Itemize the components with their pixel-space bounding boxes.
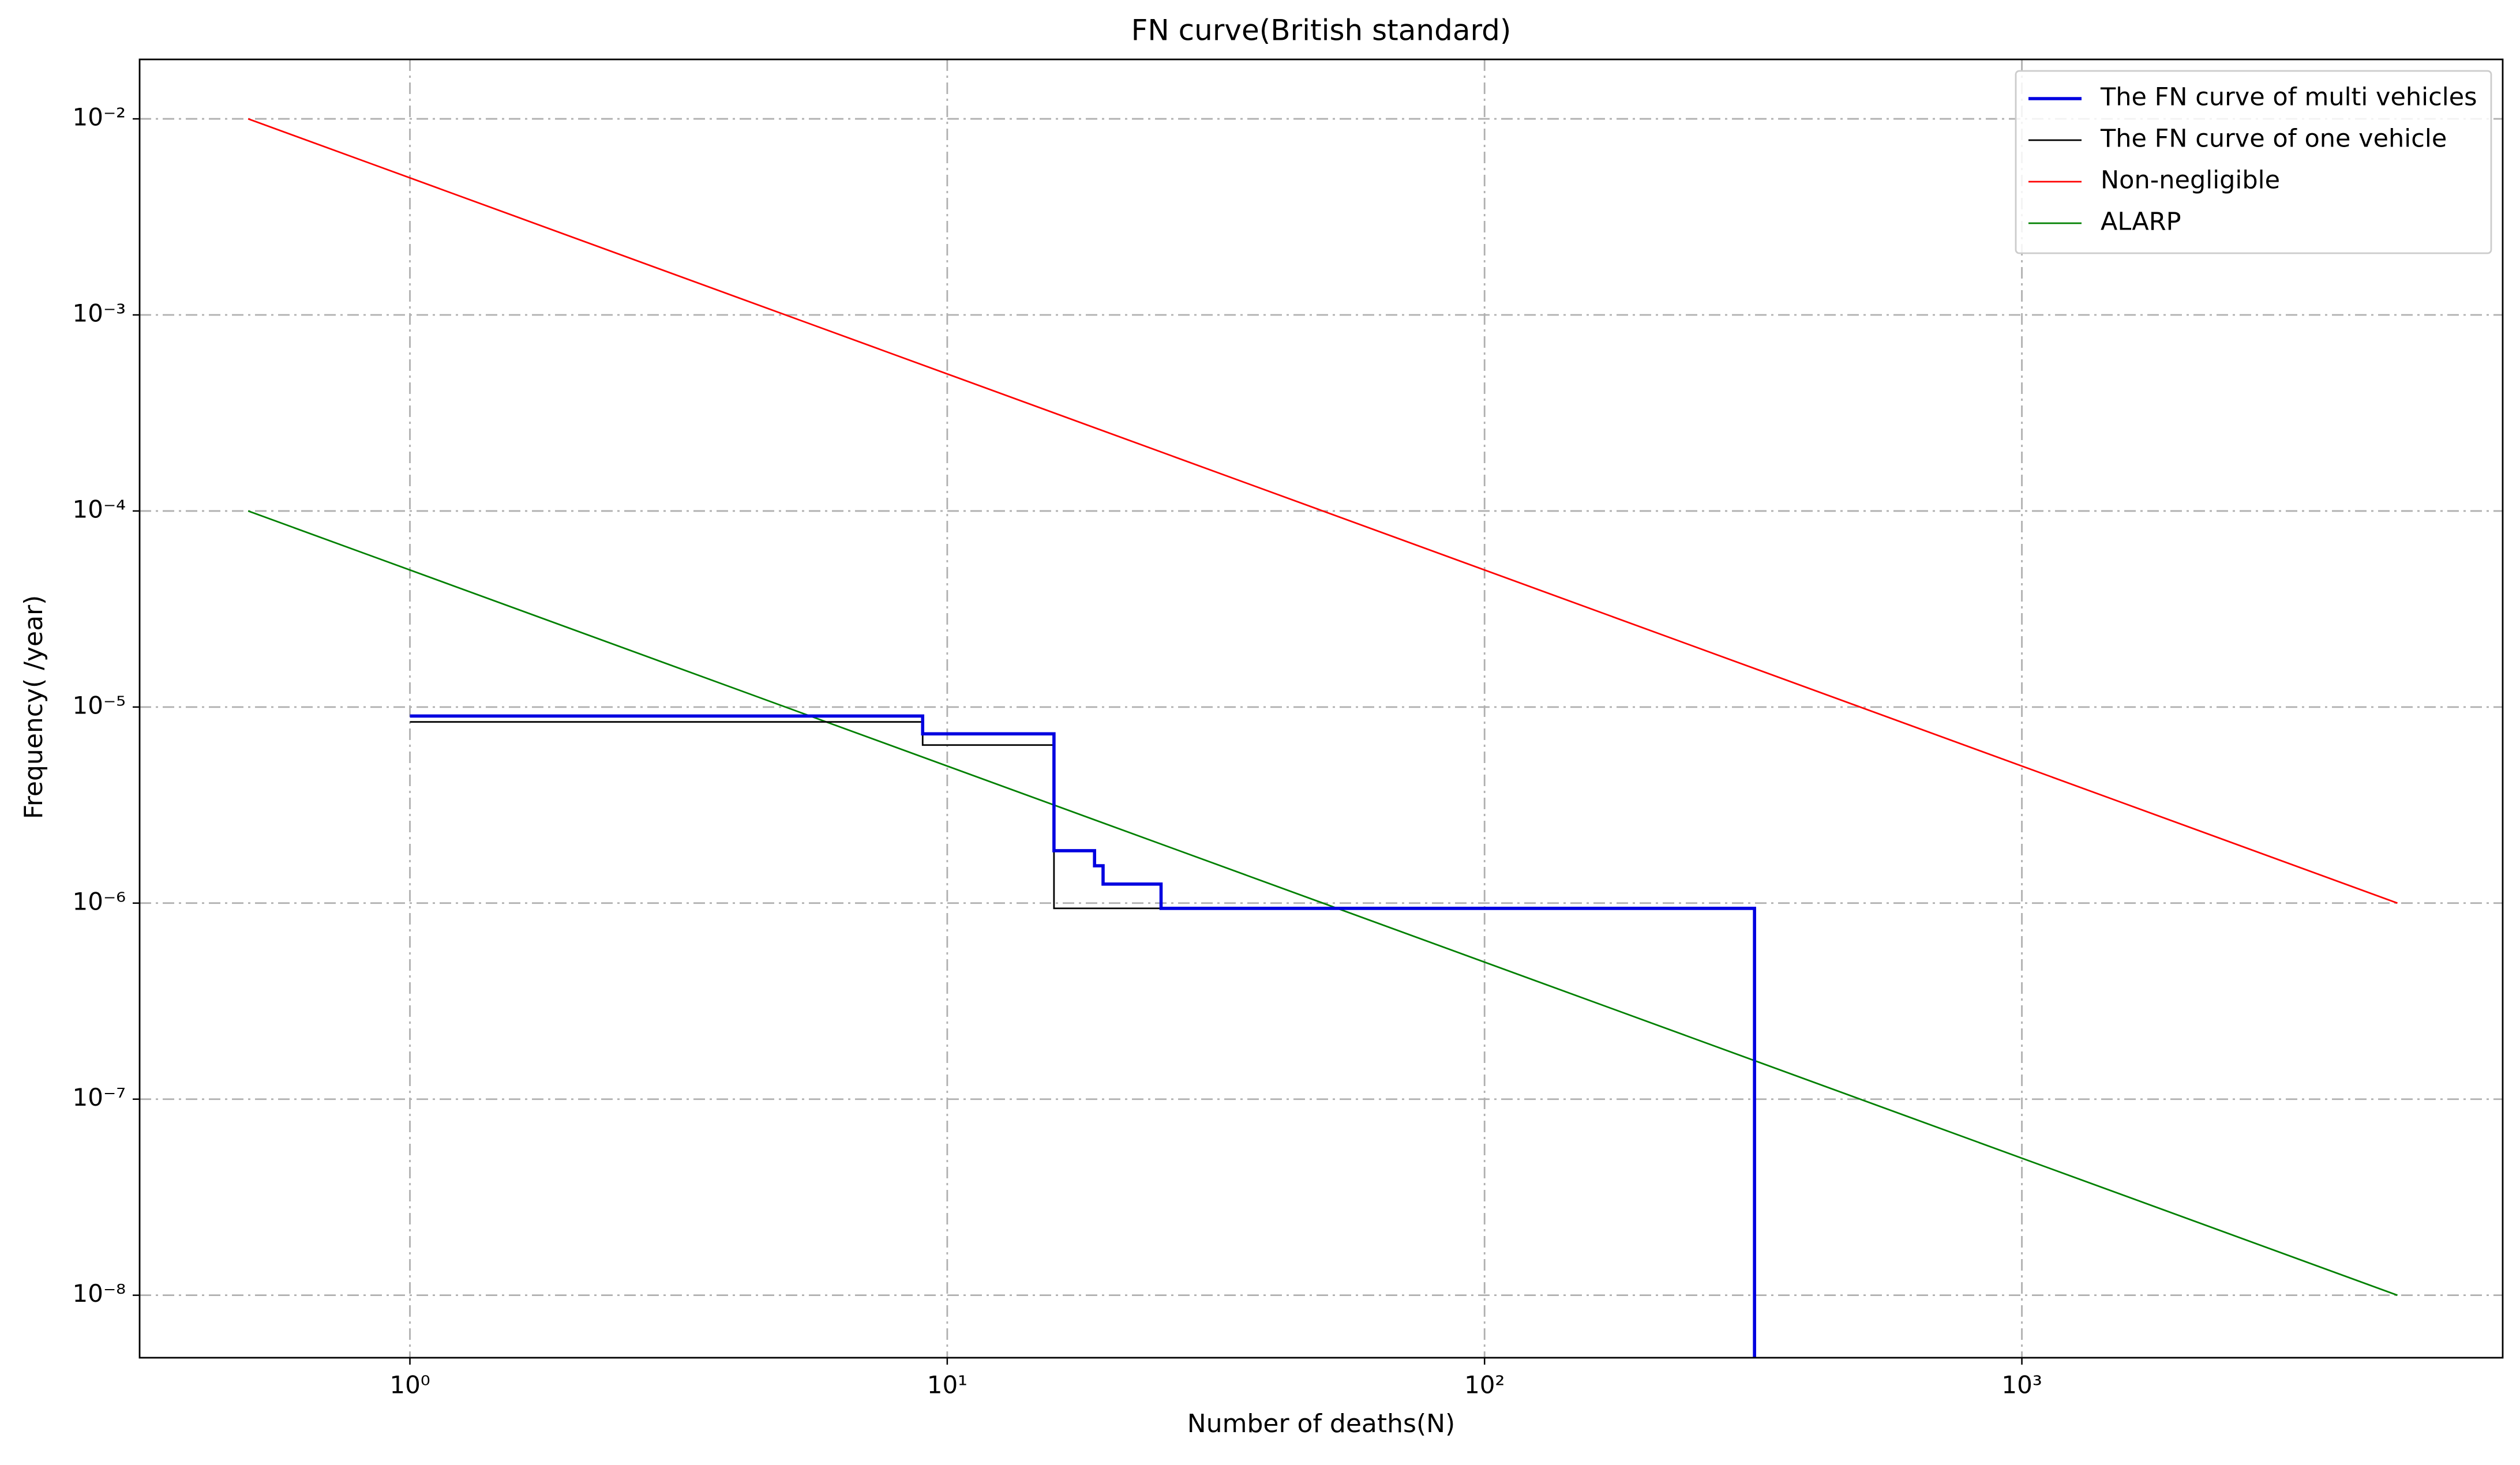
ticks: 10⁰ 10¹ 10² 10³ 10⁻⁸ 10⁻⁷ 10⁻⁶ 10⁻⁵ 10⁻⁴ 10⁻³ 10⁻² xyxy=(73,103,2042,1399)
data-line xyxy=(247,510,2398,1296)
data-line xyxy=(410,721,1756,1358)
data-line xyxy=(247,118,2398,904)
y-tick-label: 10⁻³ xyxy=(73,299,126,327)
legend-label: ALARP xyxy=(2101,208,2181,236)
chart-title: FN curve(British standard) xyxy=(1131,14,1512,47)
x-tick-label: 10² xyxy=(1464,1371,1505,1399)
x-tick-label: 10³ xyxy=(2001,1371,2042,1399)
legend-label: The FN curve of one vehicle xyxy=(2100,125,2447,153)
y-tick-label: 10⁻⁶ xyxy=(73,887,126,915)
legend-label: The FN curve of multi vehicles xyxy=(2100,83,2477,112)
y-axis-label: Frequency( /year) xyxy=(19,595,48,820)
x-tick-label: 10¹ xyxy=(927,1371,967,1399)
legend-label: Non-negligible xyxy=(2101,166,2280,195)
series-group xyxy=(247,118,2398,1358)
legend: The FN curve of multi vehicles The FN cur… xyxy=(2015,70,2492,254)
x-tick-label: 10⁰ xyxy=(389,1371,430,1399)
grid xyxy=(140,59,2503,1358)
y-tick-label: 10⁻⁸ xyxy=(73,1279,126,1308)
y-tick-label: 10⁻⁵ xyxy=(73,691,126,719)
legend-box xyxy=(2015,70,2492,254)
plot-frame xyxy=(138,58,2504,1359)
y-tick-label: 10⁻² xyxy=(73,103,126,132)
y-tick-label: 10⁻⁴ xyxy=(73,495,126,523)
y-tick-label: 10⁻⁷ xyxy=(73,1083,126,1111)
data-line xyxy=(410,714,1756,1358)
x-axis-label: Number of deaths(N) xyxy=(1187,1409,1455,1438)
